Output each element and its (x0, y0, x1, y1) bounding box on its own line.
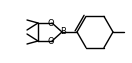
Text: O: O (48, 19, 54, 28)
Text: B: B (60, 28, 66, 36)
Text: O: O (48, 36, 54, 45)
